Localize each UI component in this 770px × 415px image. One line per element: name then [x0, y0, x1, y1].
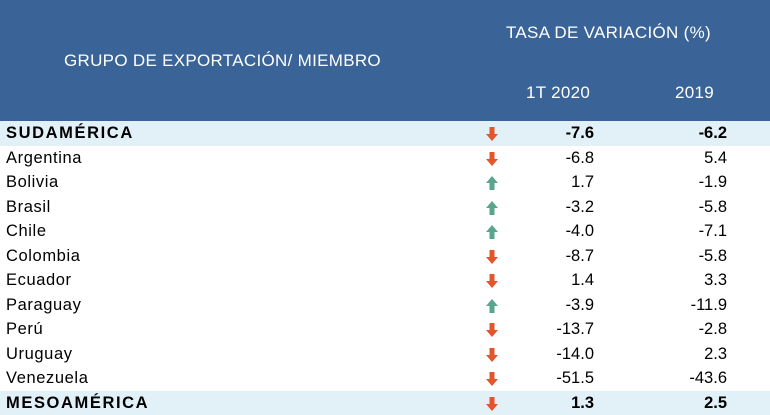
- arrow-up-icon: [485, 224, 499, 240]
- row-name: Bolivia: [6, 173, 59, 192]
- arrow-down-icon: [485, 371, 499, 387]
- table-row: Perú -13.7 -2.8: [0, 317, 770, 342]
- value-q1-2020: 1.4: [571, 271, 594, 290]
- arrow-up-icon: [485, 175, 499, 191]
- table-row: Bolivia 1.7 -1.9: [0, 170, 770, 195]
- row-name: Brasil: [6, 198, 51, 217]
- table-row: Uruguay -14.0 2.3: [0, 342, 770, 367]
- value-2019: -2.8: [699, 320, 727, 339]
- row-name: SUDAMÉRICA: [6, 124, 134, 143]
- row-name: Ecuador: [6, 271, 72, 290]
- table-row: Brasil -3.2 -5.8: [0, 195, 770, 220]
- row-name: Chile: [6, 222, 47, 241]
- value-2019: 3.3: [704, 271, 727, 290]
- table-row: Argentina -6.8 5.4: [0, 146, 770, 171]
- value-2019: -43.6: [689, 369, 727, 388]
- arrow-down-icon: [485, 151, 499, 167]
- value-2019: 5.4: [704, 149, 727, 168]
- value-q1-2020: -3.9: [566, 296, 594, 315]
- value-2019: -5.8: [699, 247, 727, 266]
- arrow-up-icon: [485, 298, 499, 314]
- value-q1-2020: -8.7: [566, 247, 594, 266]
- value-2019: 2.3: [704, 345, 727, 364]
- table-row: Paraguay -3.9 -11.9: [0, 293, 770, 318]
- value-q1-2020: -13.7: [556, 320, 594, 339]
- value-q1-2020: -7.6: [566, 124, 594, 143]
- table-row: Venezuela -51.5 -43.6: [0, 366, 770, 391]
- value-q1-2020: -4.0: [566, 222, 594, 241]
- arrow-down-icon: [485, 396, 499, 412]
- value-q1-2020: 1.7: [571, 173, 594, 192]
- value-2019: -6.2: [699, 124, 727, 143]
- arrow-down-icon: [485, 322, 499, 338]
- row-name: Paraguay: [6, 296, 81, 315]
- table-row: Ecuador 1.4 3.3: [0, 268, 770, 293]
- rate-column-header: TASA DE VARIACIÓN (%): [506, 23, 711, 43]
- row-name: Perú: [6, 320, 43, 339]
- row-name: Uruguay: [6, 345, 73, 364]
- value-q1-2020: -6.8: [566, 149, 594, 168]
- group-column-header: GRUPO DE EXPORTACIÓN/ MIEMBRO: [64, 51, 381, 71]
- value-2019: -5.8: [699, 198, 727, 217]
- year-2019-column-header: 2019: [675, 83, 714, 103]
- table-header: GRUPO DE EXPORTACIÓN/ MIEMBRO TASA DE VA…: [0, 0, 770, 121]
- row-name: Argentina: [6, 149, 82, 168]
- value-q1-2020: -14.0: [556, 345, 594, 364]
- table-row: Colombia -8.7 -5.8: [0, 244, 770, 269]
- arrow-down-icon: [485, 126, 499, 142]
- value-2019: -7.1: [699, 222, 727, 241]
- q1-2020-column-header: 1T 2020: [526, 83, 590, 103]
- row-name: Venezuela: [6, 369, 88, 388]
- arrow-down-icon: [485, 249, 499, 265]
- arrow-down-icon: [485, 273, 499, 289]
- row-name: Colombia: [6, 247, 81, 266]
- value-2019: -11.9: [691, 296, 727, 315]
- arrow-down-icon: [485, 347, 499, 363]
- value-q1-2020: -51.5: [556, 369, 594, 388]
- table-row-total: SUDAMÉRICA -7.6 -6.2: [0, 121, 770, 146]
- value-q1-2020: -3.2: [566, 198, 594, 217]
- table-row: Chile -4.0 -7.1: [0, 219, 770, 244]
- value-2019: -1.9: [699, 173, 727, 192]
- arrow-up-icon: [485, 200, 499, 216]
